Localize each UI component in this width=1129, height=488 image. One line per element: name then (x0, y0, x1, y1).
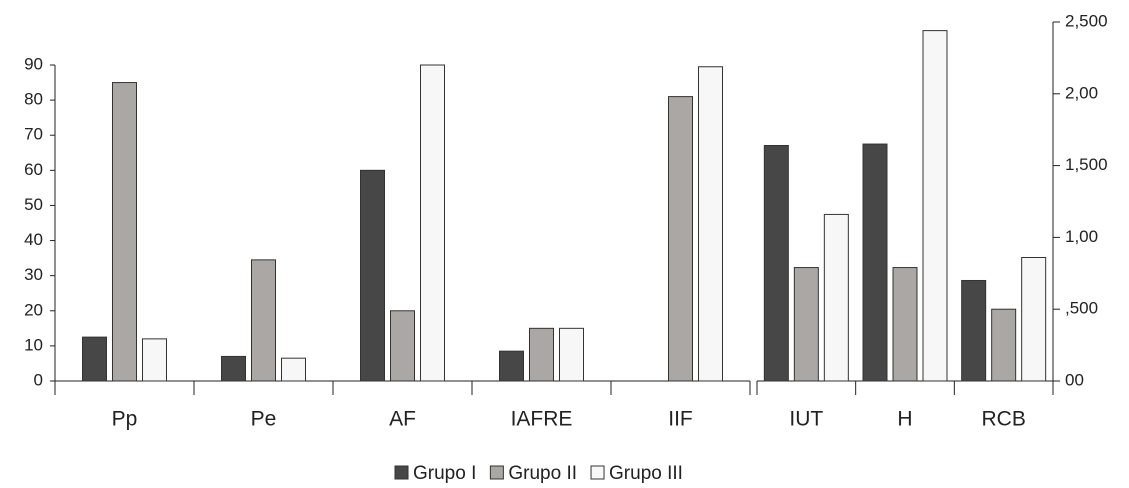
bar (892, 267, 918, 382)
y-tick-label: 10 (24, 335, 43, 354)
y2-tick-label: 2,00 (1065, 83, 1098, 102)
bar (360, 169, 385, 382)
bar (499, 350, 524, 382)
x-tick-label: H (897, 408, 912, 431)
legend-swatch (489, 465, 504, 480)
bar (281, 357, 306, 382)
y-tick-label: 30 (24, 265, 43, 284)
y-tick-label: 90 (24, 54, 43, 73)
bar (823, 213, 849, 382)
x-tick-label: IAFRE (511, 408, 573, 431)
bar (529, 327, 554, 382)
bar (142, 338, 167, 382)
y-tick-label: 60 (24, 160, 43, 179)
x-tick-label: Pp (112, 408, 138, 431)
y-tick-label: 0 (34, 370, 43, 389)
legend-label: Grupo I (413, 463, 476, 484)
y2-tick-label: 2,500 (1065, 11, 1108, 30)
legend-label: Grupo II (508, 463, 577, 484)
bar (862, 143, 888, 382)
y2-tick-label: 1,00 (1065, 227, 1098, 246)
y-tick-label: 40 (24, 230, 43, 249)
legend-label: Grupo III (609, 463, 683, 484)
bar (82, 336, 107, 382)
bar (559, 327, 584, 382)
y-tick-label: 70 (24, 125, 43, 144)
y2-tick-label: 1,500 (1065, 155, 1108, 174)
bar (991, 308, 1017, 382)
y-tick-label: 80 (24, 90, 43, 109)
y-tick-label: 20 (24, 300, 43, 319)
bar (112, 82, 137, 382)
x-tick-label: RCB (981, 408, 1025, 431)
bar (251, 259, 276, 382)
legend-swatch (590, 465, 605, 480)
bar (763, 144, 789, 382)
bar (961, 279, 987, 382)
bar (420, 64, 445, 382)
x-tick-label: IIF (668, 408, 693, 431)
legend-swatch (394, 465, 409, 480)
x-tick-label: IUT (789, 408, 823, 431)
y2-tick-label: ,500 (1065, 299, 1098, 318)
y-tick-label: 50 (24, 195, 43, 214)
bar (390, 310, 415, 382)
bar (221, 355, 246, 382)
bar (668, 96, 693, 382)
bar (1021, 257, 1047, 382)
x-tick-label: Pe (251, 408, 277, 431)
bar (793, 267, 819, 382)
x-tick-label: AF (389, 408, 416, 431)
bar (922, 30, 948, 382)
bar (698, 66, 723, 382)
y2-tick-label: 00 (1065, 370, 1084, 389)
